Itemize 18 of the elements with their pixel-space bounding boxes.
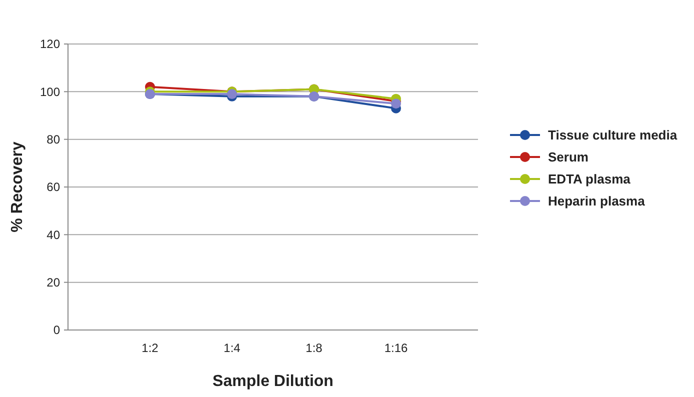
y-tick-label: 20 (46, 276, 60, 290)
legend-label: EDTA plasma (548, 172, 632, 187)
x-tick-label: 1:4 (224, 341, 241, 355)
y-tick-label: 0 (53, 323, 60, 338)
y-tick-label: 60 (46, 180, 60, 194)
legend-label: Heparin plasma (548, 194, 646, 209)
y-axis-title: % Recovery (9, 142, 26, 232)
x-tick-label: 1:16 (384, 341, 408, 355)
point (391, 98, 401, 109)
legend-label: Tissue culture media (548, 128, 678, 143)
x-tick-label: 1:2 (142, 341, 159, 355)
legend-label: Serum (548, 150, 588, 165)
y-tick-label: 40 (46, 228, 60, 242)
y-tick-label: 80 (46, 132, 60, 147)
y-tick-label: 100 (40, 84, 60, 99)
x-tick-label: 1:8 (306, 341, 323, 355)
x-axis-title: Sample Dilution (212, 373, 334, 390)
y-tick-label: 120 (40, 37, 60, 52)
